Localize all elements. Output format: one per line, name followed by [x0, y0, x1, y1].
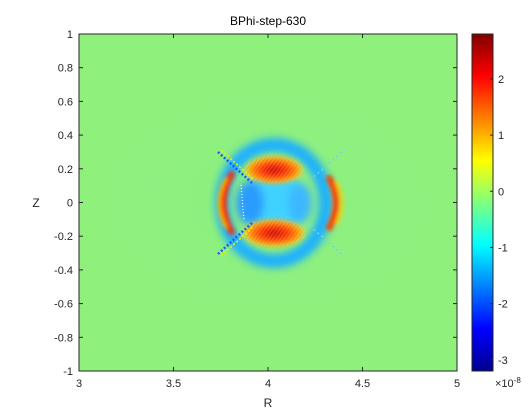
colorbar-ticks: 2 1 0 -1 -2 -3	[490, 74, 508, 367]
plot-area	[79, 34, 457, 371]
y-tick-label: 0.6	[58, 96, 73, 108]
colorbar-tick-label: 0	[498, 186, 504, 198]
colorbar-tick-label: -3	[498, 355, 508, 367]
x-tick-label: 4.5	[355, 378, 370, 390]
y-tick-label: -1	[63, 366, 73, 378]
field-lobe-upper	[243, 155, 305, 185]
y-tick-label: -0.2	[54, 231, 73, 243]
colorbar	[471, 33, 494, 372]
y-axis-label: Z	[32, 196, 39, 210]
y-tick-label: -0.8	[54, 332, 73, 344]
y-tick-label: 0.8	[58, 63, 73, 75]
y-tick-label: 0	[67, 198, 73, 210]
colorbar-tick-label: 2	[498, 74, 504, 86]
x-tick-label: 3	[76, 378, 82, 390]
chart-title: BPhi-step-630	[230, 14, 306, 28]
x-axis: 3 3.5 4 4.5 5	[76, 34, 460, 390]
y-tick-label: -0.6	[54, 299, 73, 311]
colorbar-tick-label: -1	[498, 242, 508, 254]
y-tick-label: 0.2	[58, 164, 73, 176]
field-lobe-lower	[241, 218, 307, 248]
x-axis-label: R	[264, 396, 273, 410]
y-tick-label: -0.4	[54, 265, 73, 277]
field-arc-right	[325, 174, 344, 232]
y-tick-label: 0.4	[58, 130, 73, 142]
field-arc-left	[217, 170, 236, 236]
y-axis: 1 0.8 0.6 0.4 0.2 0 -0.2 -0.4 -0.6 -0.8 -1	[54, 29, 457, 378]
x-tick-label: 3.5	[166, 378, 181, 390]
colorbar-tick-label: -2	[498, 299, 508, 311]
x-tick-label: 4	[265, 378, 271, 390]
colorbar-multiplier: ×10-8	[495, 376, 521, 390]
y-tick-label: 1	[67, 29, 73, 41]
colorbar-tick-label: 1	[498, 130, 504, 142]
x-tick-label: 5	[454, 378, 460, 390]
field-streaks	[217, 148, 345, 258]
